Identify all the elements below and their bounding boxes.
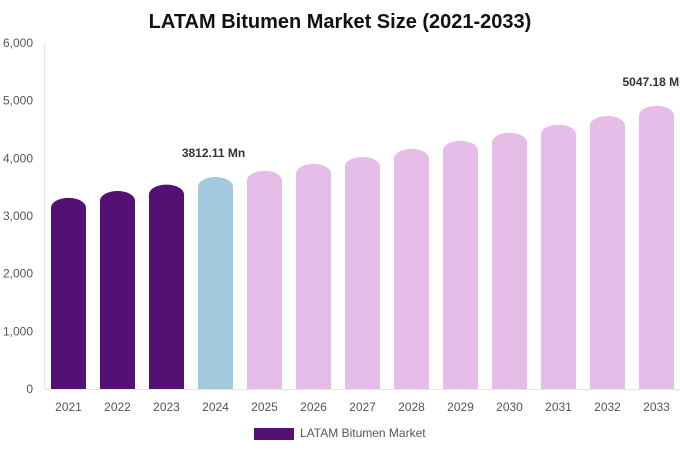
bar-2030[interactable] bbox=[492, 132, 527, 390]
bar-2027[interactable] bbox=[345, 156, 380, 389]
y-tick-label: 3,000 bbox=[3, 209, 33, 223]
bar-2032[interactable] bbox=[590, 116, 625, 389]
y-tick-label: 4,000 bbox=[3, 151, 33, 165]
bar-2021[interactable] bbox=[51, 197, 86, 389]
x-tick-label: 2023 bbox=[153, 400, 180, 414]
y-tick-label: 1,000 bbox=[3, 324, 33, 338]
x-tick-label: 2026 bbox=[300, 400, 327, 414]
x-tick-label: 2033 bbox=[643, 400, 670, 414]
x-tick-label: 2030 bbox=[496, 400, 523, 414]
x-tick-label: 2025 bbox=[251, 400, 278, 414]
y-tick-label: 0 bbox=[26, 382, 33, 396]
x-tick-label: 2028 bbox=[398, 400, 425, 414]
bar-2026[interactable] bbox=[296, 163, 331, 389]
bar-2022[interactable] bbox=[100, 191, 135, 389]
x-tick-label: 2031 bbox=[545, 400, 572, 414]
bar-2023[interactable] bbox=[149, 184, 184, 389]
data-label: 3812.11 Mn bbox=[182, 146, 245, 160]
legend-label[interactable]: LATAM Bitumen Market bbox=[300, 426, 426, 440]
bar-2033[interactable] bbox=[639, 105, 674, 389]
bar-2028[interactable] bbox=[394, 148, 429, 389]
x-tick-label: 2032 bbox=[594, 400, 621, 414]
y-tick-label: 5,000 bbox=[3, 94, 33, 108]
x-tick-label: 2022 bbox=[104, 400, 131, 414]
chart-title: LATAM Bitumen Market Size (2021-2033) bbox=[149, 11, 532, 33]
y-tick-label: 6,000 bbox=[3, 36, 33, 50]
x-tick-label: 2027 bbox=[349, 400, 376, 414]
bar-2025[interactable] bbox=[247, 170, 282, 389]
x-tick-label: 2021 bbox=[55, 400, 82, 414]
bar-2031[interactable] bbox=[541, 124, 576, 389]
x-tick-label: 2029 bbox=[447, 400, 474, 414]
y-tick-label: 2,000 bbox=[3, 267, 33, 281]
legend-swatch bbox=[254, 428, 294, 440]
x-tick-label: 2024 bbox=[202, 400, 229, 414]
bar-2024[interactable] bbox=[198, 177, 233, 389]
data-label: 5047.18 Mn bbox=[622, 75, 680, 89]
bar-2029[interactable] bbox=[443, 140, 478, 389]
